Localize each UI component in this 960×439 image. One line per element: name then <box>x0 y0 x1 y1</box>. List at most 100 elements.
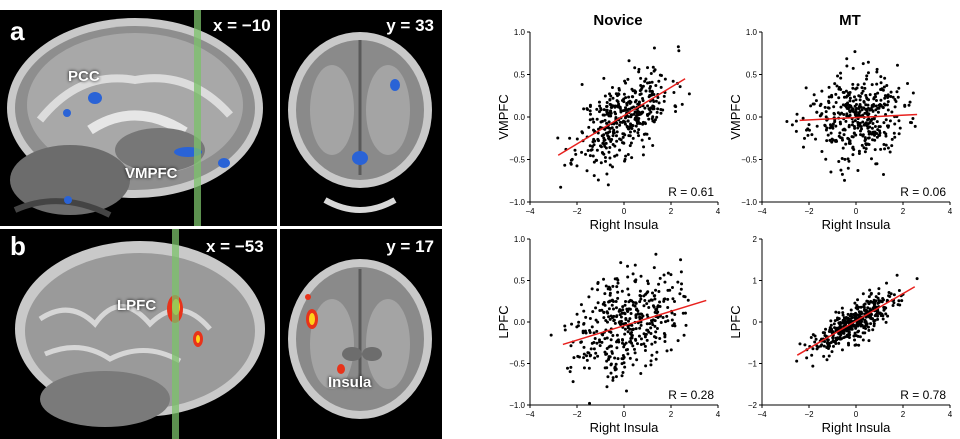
novice-vmpfc-point <box>646 113 650 117</box>
mt-vmpfc-point <box>812 93 816 97</box>
mt-vmpfc-point <box>884 113 888 117</box>
novice-vmpfc-point <box>630 113 634 117</box>
novice-lpfc-point <box>602 316 606 320</box>
mt-vmpfc-point <box>857 149 861 153</box>
mt-lpfc-point <box>840 306 844 310</box>
mt-vmpfc-point <box>815 124 819 128</box>
mt-vmpfc-point <box>827 106 831 110</box>
novice-vmpfc-point <box>604 141 608 145</box>
novice-lpfc-point <box>656 304 660 308</box>
mt-vmpfc-point <box>832 112 836 116</box>
mt-vmpfc-point <box>884 143 888 147</box>
mt-vmpfc-point <box>862 106 866 110</box>
mt-lpfc-point <box>815 347 819 351</box>
coronal-brain-image-a <box>280 10 442 226</box>
mt-vmpfc-point <box>868 125 872 129</box>
mt-lpfc-point <box>860 323 864 327</box>
mt-vmpfc-point <box>831 122 835 126</box>
novice-lpfc-point <box>572 356 576 360</box>
mt-lpfc-point <box>841 319 845 323</box>
novice-vmpfc-point <box>629 123 633 127</box>
mt-vmpfc-point <box>823 123 827 127</box>
mt-vmpfc-point <box>884 132 888 136</box>
novice-lpfc-point <box>605 336 609 340</box>
mt-vmpfc-point <box>856 121 860 125</box>
mt-lpfc-point <box>855 324 859 328</box>
mt-vmpfc-point <box>866 136 870 140</box>
novice-vmpfc-point <box>637 67 641 71</box>
mt-vmpfc-point <box>867 129 871 133</box>
novice-lpfc-point <box>644 364 648 368</box>
mt-vmpfc-point <box>878 129 882 133</box>
mt-vmpfc-point <box>827 85 831 89</box>
mt-vmpfc-point <box>803 136 807 140</box>
novice-vmpfc-point <box>618 107 622 111</box>
mt-vmpfc-point <box>879 103 883 107</box>
mt-vmpfc-point <box>824 110 828 114</box>
novice-vmpfc-point <box>672 91 676 95</box>
mt-lpfc-point <box>861 292 865 296</box>
novice-vmpfc-point <box>627 95 631 99</box>
novice-lpfc-point <box>639 323 643 327</box>
mt-vmpfc-point <box>847 125 851 129</box>
novice-vmpfc-point <box>609 94 613 98</box>
mt-vmpfc-point <box>885 94 889 98</box>
novice-vmpfc-point <box>643 106 647 110</box>
novice-lpfc-y-tick-label: 1.0 <box>514 235 526 244</box>
novice-vmpfc-point <box>598 104 602 108</box>
mt-vmpfc-point <box>858 110 862 114</box>
mt-vmpfc-point <box>825 126 829 130</box>
mt-lpfc-point <box>885 298 889 302</box>
novice-vmpfc-point <box>602 76 606 80</box>
mt-lpfc-x-label: Right Insula <box>822 420 891 435</box>
mt-vmpfc-point <box>842 133 846 137</box>
mt-lpfc-point <box>866 306 870 310</box>
mt-lpfc-point <box>846 341 850 345</box>
mt-lpfc-point <box>841 313 845 317</box>
novice-vmpfc-point <box>640 86 644 90</box>
novice-lpfc-point <box>669 273 673 277</box>
mt-lpfc-point <box>811 347 815 351</box>
column-title-mt: MT <box>839 12 861 29</box>
mt-vmpfc-point <box>814 137 818 141</box>
mt-lpfc-point <box>827 354 831 358</box>
novice-vmpfc-point <box>654 84 658 88</box>
mt-vmpfc-x-tick-label: −2 <box>804 207 814 216</box>
mt-lpfc-point <box>849 319 853 323</box>
mt-lpfc-point <box>854 326 858 330</box>
novice-lpfc-point <box>614 300 618 304</box>
novice-vmpfc-point <box>563 163 567 167</box>
novice-vmpfc-point <box>673 104 677 108</box>
mt-vmpfc-point <box>886 100 890 104</box>
novice-lpfc-point <box>658 336 662 340</box>
mt-lpfc-point <box>844 315 848 319</box>
novice-lpfc-point <box>582 345 586 349</box>
mt-vmpfc-point <box>845 64 849 68</box>
mt-lpfc-point <box>876 317 880 321</box>
novice-vmpfc-point <box>657 101 661 105</box>
mt-lpfc-point <box>900 299 904 303</box>
novice-lpfc-point <box>682 333 686 337</box>
mt-lpfc-x-tick-label: 0 <box>854 410 859 419</box>
mt-vmpfc-point <box>840 136 844 140</box>
mt-vmpfc-point <box>875 70 879 74</box>
mt-lpfc-x-tick-label: −2 <box>804 410 814 419</box>
novice-vmpfc-point <box>625 103 629 107</box>
mt-vmpfc-point <box>835 84 839 88</box>
mt-vmpfc-point <box>834 100 838 104</box>
mt-vmpfc-r-annotation: R = 0.06 <box>900 185 946 199</box>
novice-vmpfc-point <box>603 159 607 163</box>
mt-vmpfc-point <box>843 157 847 161</box>
mt-vmpfc-point <box>830 137 834 141</box>
novice-vmpfc-point <box>659 85 663 89</box>
novice-vmpfc-point <box>585 107 589 111</box>
novice-vmpfc-point <box>640 138 644 142</box>
novice-vmpfc-y-label: VMPFC <box>496 94 511 140</box>
novice-lpfc-point <box>603 292 607 296</box>
novice-lpfc-point <box>673 313 677 317</box>
mt-lpfc-point <box>854 306 858 310</box>
novice-vmpfc-point <box>568 136 572 140</box>
mt-lpfc-point <box>846 312 850 316</box>
novice-vmpfc-point <box>588 118 592 122</box>
